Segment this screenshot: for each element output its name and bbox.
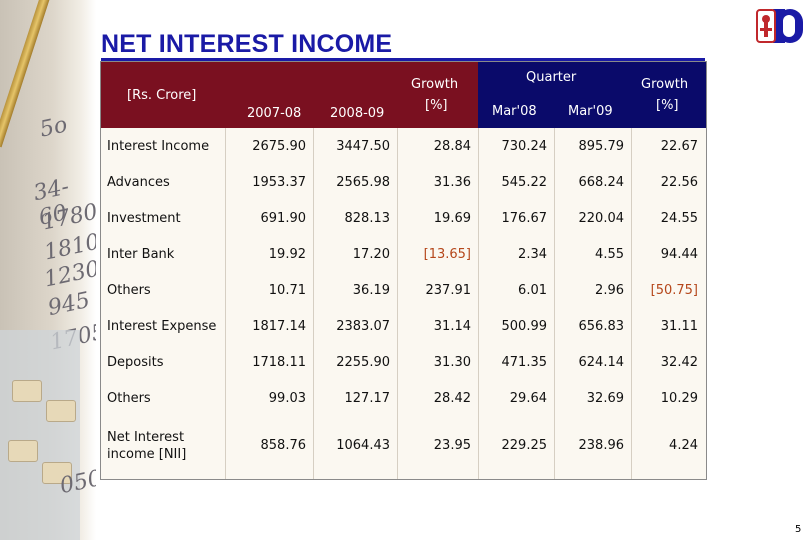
cell-2007-08: 1817.14 bbox=[252, 319, 306, 334]
row-label-line1: Net Interest bbox=[107, 430, 185, 445]
col-header-2008-09: 2008-09 bbox=[330, 106, 385, 121]
cell-2007-08: 2675.90 bbox=[252, 139, 306, 154]
cell-2007-08: 691.90 bbox=[260, 211, 307, 226]
column-divider bbox=[397, 128, 398, 479]
cell-mar09: 2.96 bbox=[595, 283, 624, 298]
handwritten-numbers: 5o bbox=[37, 112, 70, 143]
cell-growth-annual: 31.36 bbox=[433, 175, 471, 190]
cell-2008-09: 3447.50 bbox=[336, 139, 390, 154]
cell-mar08: 730.24 bbox=[501, 139, 548, 154]
col-header-growth-quarter-unit: [%] bbox=[656, 98, 679, 113]
cell-growth-annual: 31.30 bbox=[433, 355, 471, 370]
header-quarter bbox=[478, 62, 706, 128]
cell-growth-quarter: 94.44 bbox=[660, 247, 698, 262]
title-underline bbox=[101, 58, 705, 61]
calculator-key bbox=[12, 380, 42, 402]
cell-mar09: 895.79 bbox=[578, 139, 625, 154]
header-annual bbox=[101, 62, 478, 128]
column-divider bbox=[225, 128, 226, 479]
cell-mar08: 6.01 bbox=[518, 283, 547, 298]
cell-2008-09: 127.17 bbox=[344, 391, 391, 406]
unit-label: [Rs. Crore] bbox=[127, 88, 197, 103]
col-header-growth-annual: Growth bbox=[411, 77, 459, 92]
cell-2007-08: 1953.37 bbox=[252, 175, 306, 190]
page-title: NET INTEREST INCOME bbox=[101, 30, 393, 58]
cell-2007-08: 1718.11 bbox=[252, 355, 306, 370]
cell-growth-annual: 31.14 bbox=[433, 319, 471, 334]
cell-2008-09: 2255.90 bbox=[336, 355, 390, 370]
col-header-growth-annual-unit: [%] bbox=[425, 98, 448, 113]
cell-mar08: 545.22 bbox=[501, 175, 548, 190]
cell-growth-annual-negative: [13.65] bbox=[423, 247, 471, 262]
cell-growth-quarter: 31.11 bbox=[660, 319, 698, 334]
cell-2007-08: 19.92 bbox=[268, 247, 306, 262]
cell-mar08: 176.67 bbox=[501, 211, 548, 226]
row-label: Others bbox=[107, 391, 151, 406]
row-label-line2: income [NII] bbox=[107, 447, 187, 462]
cell-growth-annual: 237.91 bbox=[425, 283, 472, 298]
calculator-key bbox=[42, 462, 72, 484]
column-divider bbox=[313, 128, 314, 479]
cell-growth-annual: 28.84 bbox=[433, 139, 471, 154]
cell-2008-09: 17.20 bbox=[352, 247, 390, 262]
cell-2008-09: 1064.43 bbox=[336, 438, 390, 453]
cell-growth-quarter: 22.67 bbox=[660, 139, 698, 154]
cell-mar09: 32.69 bbox=[586, 391, 624, 406]
cell-mar09: 656.83 bbox=[578, 319, 625, 334]
cell-growth-quarter: 4.24 bbox=[669, 438, 698, 453]
cell-2007-08: 10.71 bbox=[268, 283, 306, 298]
row-label: Others bbox=[107, 283, 151, 298]
row-label: Deposits bbox=[107, 355, 164, 370]
cell-2007-08: 99.03 bbox=[268, 391, 306, 406]
cell-growth-quarter: 10.29 bbox=[660, 391, 698, 406]
cell-mar09: 668.24 bbox=[578, 175, 625, 190]
calculator-key bbox=[8, 440, 38, 462]
cell-mar08: 471.35 bbox=[501, 355, 548, 370]
cell-mar09: 238.96 bbox=[578, 438, 625, 453]
cell-mar09: 4.55 bbox=[595, 247, 624, 262]
row-label: Investment bbox=[107, 211, 181, 226]
row-label: Interest Income bbox=[107, 139, 210, 154]
cell-growth-quarter: 32.42 bbox=[660, 355, 698, 370]
col-header-mar09: Mar'09 bbox=[568, 104, 613, 119]
cell-2007-08: 858.76 bbox=[260, 438, 307, 453]
cell-mar09: 624.14 bbox=[578, 355, 625, 370]
cell-mar08: 2.34 bbox=[518, 247, 547, 262]
col-header-mar08: Mar'08 bbox=[492, 104, 537, 119]
cell-growth-annual: 28.42 bbox=[433, 391, 471, 406]
cell-growth-quarter-negative: [50.75] bbox=[650, 283, 698, 298]
column-divider bbox=[631, 128, 632, 479]
cell-mar08: 29.64 bbox=[509, 391, 547, 406]
bank-logo bbox=[756, 9, 803, 43]
cell-growth-annual: 19.69 bbox=[433, 211, 471, 226]
decorative-photo-strip: 5o 34-60 1780 1810 1230 945 1705 050 bbox=[0, 0, 96, 540]
col-header-growth-quarter: Growth bbox=[641, 77, 689, 92]
cell-2008-09: 828.13 bbox=[344, 211, 391, 226]
cell-mar08: 229.25 bbox=[501, 438, 548, 453]
column-divider bbox=[478, 128, 479, 479]
col-header-quarter: Quarter bbox=[526, 70, 577, 85]
calculator-illustration bbox=[0, 330, 80, 540]
cell-2008-09: 2565.98 bbox=[336, 175, 390, 190]
calculator-key bbox=[46, 400, 76, 422]
cell-mar09: 220.04 bbox=[578, 211, 625, 226]
cell-growth-quarter: 24.55 bbox=[660, 211, 698, 226]
cell-growth-annual: 23.95 bbox=[433, 438, 471, 453]
nii-table: [Rs. Crore] 2007-08 2008-09 Growth [%] Q… bbox=[100, 61, 707, 480]
cell-mar08: 500.99 bbox=[501, 319, 548, 334]
cell-growth-quarter: 22.56 bbox=[660, 175, 698, 190]
cell-2008-09: 36.19 bbox=[352, 283, 390, 298]
cell-2008-09: 2383.07 bbox=[336, 319, 390, 334]
col-header-2007-08: 2007-08 bbox=[247, 106, 302, 121]
row-label: Interest Expense bbox=[107, 319, 217, 334]
page-number: 5 bbox=[795, 524, 802, 535]
column-divider bbox=[554, 128, 555, 479]
row-label: Inter Bank bbox=[107, 247, 175, 262]
row-label: Advances bbox=[107, 175, 170, 190]
